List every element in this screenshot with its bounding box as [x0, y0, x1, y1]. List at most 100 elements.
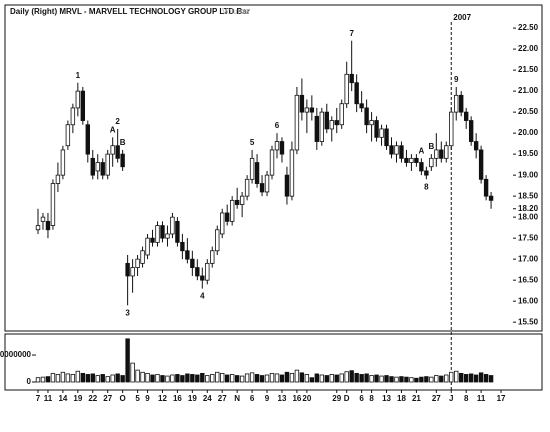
volume-bar — [190, 374, 195, 383]
candle-body — [394, 145, 399, 155]
candle-body — [324, 111, 329, 130]
volume-bar — [95, 375, 100, 383]
volume-bar — [115, 373, 120, 383]
volume-bar — [344, 371, 349, 383]
volume-bar — [60, 371, 66, 383]
x-tick-label: 19 — [73, 394, 82, 403]
volume-bar — [409, 377, 414, 383]
volume-bar — [274, 373, 280, 383]
volume-bar — [419, 376, 424, 383]
candle-body — [449, 111, 454, 147]
x-tick-label: J — [449, 394, 453, 403]
candle-body — [244, 178, 250, 197]
volume-bar — [90, 373, 95, 383]
volume-bar — [279, 374, 285, 383]
volume-bar — [75, 370, 81, 383]
point-label: 9 — [454, 75, 459, 84]
volume-bar — [264, 374, 270, 383]
volume-bar — [324, 375, 329, 383]
x-tick-label: 27 — [432, 394, 441, 403]
volume-bar — [449, 371, 454, 383]
candle-body — [304, 107, 310, 113]
volume-bar — [389, 376, 394, 383]
candle-body — [299, 94, 305, 113]
y-tick-label: 17.00 — [518, 254, 539, 263]
volume-bar — [80, 372, 86, 383]
volume-bar — [145, 372, 150, 383]
candle-body — [384, 128, 389, 147]
candle-body — [35, 225, 41, 231]
volume-bar — [175, 374, 180, 383]
x-tick-label: 18 — [397, 394, 406, 403]
point-label: 3 — [125, 308, 130, 317]
candle-body — [205, 262, 210, 281]
point-label: 5 — [250, 138, 255, 147]
volume-bar — [309, 377, 315, 383]
candle-body — [459, 94, 464, 113]
candle-body — [439, 149, 444, 159]
candle-body — [120, 153, 125, 168]
volume-bar — [444, 374, 449, 383]
x-tick-label: D — [344, 394, 350, 403]
x-tick-label: 17 — [497, 394, 506, 403]
volume-bar — [224, 374, 230, 383]
candle-body — [135, 258, 140, 268]
volume-bar — [473, 374, 479, 383]
candle-body — [165, 233, 170, 239]
candle-body — [334, 120, 339, 126]
volume-bar — [299, 372, 305, 383]
y-tick-label: 20.00 — [518, 128, 539, 137]
volume-bar — [150, 374, 155, 383]
x-tick-label: 5 — [135, 394, 140, 403]
volume-tick-label: 0 — [27, 377, 32, 386]
volume-bar — [364, 373, 369, 383]
volume-bar — [125, 338, 130, 383]
candle-body — [185, 250, 190, 260]
x-tick-label: 7 — [36, 394, 41, 403]
volume-bar — [120, 375, 125, 383]
volume-bar — [369, 375, 374, 383]
volume-bar — [459, 372, 464, 383]
volume-bar — [399, 376, 404, 383]
volume-bar — [155, 374, 160, 383]
candle-body — [145, 237, 150, 256]
volume-bar — [463, 374, 469, 383]
price-panel — [4, 4, 543, 332]
point-label: A — [418, 146, 424, 155]
candle-body — [140, 250, 145, 264]
volume-bar — [374, 374, 379, 383]
volume-bar — [289, 372, 295, 383]
candle-body — [419, 162, 424, 172]
candle-body — [294, 94, 300, 151]
x-tick-label: 27 — [218, 394, 227, 403]
candle-body — [55, 174, 61, 184]
candle-body — [309, 107, 315, 113]
candle-body — [249, 157, 255, 180]
volume-bar — [85, 374, 90, 383]
volume-bar — [269, 372, 275, 383]
volume-bar — [359, 374, 364, 383]
candle-body — [200, 275, 205, 281]
candle-body — [210, 250, 215, 264]
volume-bar — [294, 369, 300, 383]
x-tick-label: 27 — [103, 394, 112, 403]
volume-bar — [439, 375, 444, 383]
x-tick-label: 24 — [203, 394, 212, 403]
candle-body — [478, 149, 484, 180]
y-tick-label: 16.50 — [518, 275, 539, 284]
volume-bar — [140, 371, 145, 383]
volume-bar — [35, 377, 41, 383]
y-tick-label: 16.00 — [518, 296, 539, 305]
y-tick-label: 19.00 — [518, 170, 539, 179]
candle-body — [329, 120, 334, 130]
candle-body — [284, 174, 290, 197]
candle-body — [70, 107, 76, 126]
volume-bar — [349, 370, 354, 383]
volume-bar — [55, 374, 61, 383]
volume-bar — [200, 372, 205, 383]
volume-bar — [404, 376, 409, 383]
volume-bar — [379, 375, 384, 383]
candle-body — [190, 258, 195, 268]
volume-bar — [65, 373, 71, 383]
